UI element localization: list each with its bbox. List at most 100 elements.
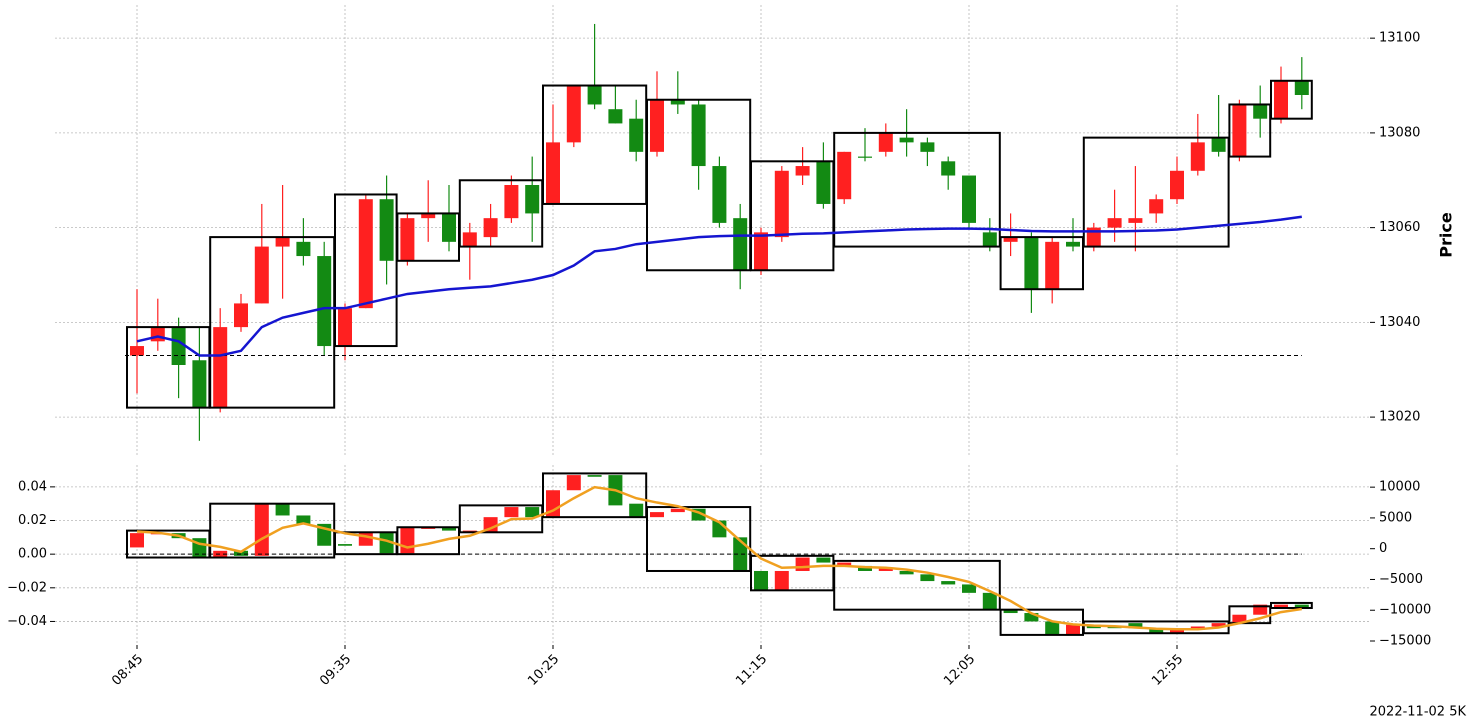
candle-body (587, 475, 602, 477)
candle-body (421, 213, 436, 219)
candle-body (525, 507, 540, 518)
candle-body (566, 475, 581, 491)
candle-body (1170, 170, 1184, 200)
x-tick-label: 09:35 (317, 652, 354, 689)
candle-body (733, 537, 748, 571)
candle-body (816, 557, 831, 563)
indicator-line (136, 485, 1302, 631)
indicator-line (136, 215, 1302, 357)
range-box (458, 504, 544, 534)
candle-body (358, 199, 373, 309)
y2-tick-label: 5000 (1379, 510, 1412, 525)
candle-body (650, 512, 664, 518)
y-tick-label: 13060 (1379, 220, 1420, 235)
candle-body (858, 565, 872, 571)
candle-body (379, 199, 394, 261)
candle-body (400, 527, 415, 554)
candle-body (1045, 621, 1060, 635)
candle-body (1294, 80, 1309, 95)
candle-body (650, 99, 664, 152)
candle-body (1003, 609, 1018, 614)
candle-body (130, 533, 144, 548)
candle-body (296, 515, 311, 524)
candle-body (1274, 80, 1288, 119)
candle-body (1232, 104, 1247, 157)
candle-body (504, 185, 519, 219)
candle-body (1128, 623, 1143, 629)
candle-body (150, 327, 165, 342)
x-tick-label: 12:05 (941, 652, 978, 689)
candle-body (629, 118, 644, 152)
y2-tick-label: 0 (1379, 541, 1387, 556)
range-box (646, 506, 752, 572)
candle-body (899, 137, 914, 143)
candle-body (213, 327, 228, 408)
candle-body (462, 232, 477, 247)
candle-body (837, 562, 852, 566)
y2-tick-label: −15000 (1379, 634, 1431, 649)
range-box (999, 236, 1084, 291)
candle-body (920, 142, 935, 152)
candle-body (275, 237, 290, 247)
y-tick-label: 13100 (1379, 31, 1420, 46)
range-box (1082, 136, 1230, 248)
candle-body (254, 503, 269, 556)
candle-body (691, 104, 706, 167)
candle-body (795, 557, 810, 571)
candle-body (1211, 623, 1226, 627)
candle-body (712, 166, 727, 223)
candle-body (296, 241, 311, 257)
candle-body (504, 507, 519, 518)
candle-body (1149, 199, 1164, 214)
candle-body (338, 308, 352, 347)
candle-body (691, 508, 706, 521)
candle-body (1128, 218, 1143, 223)
range-box (334, 193, 398, 348)
x-tick-label: 10:25 (525, 652, 562, 689)
candle-body (670, 508, 685, 513)
y-tick-label: 13040 (1379, 315, 1420, 330)
candle-body (130, 346, 144, 356)
candle-body (192, 360, 207, 408)
candle-body (1107, 218, 1122, 228)
x-tick-label: 12:55 (1149, 652, 1186, 689)
range-box (1082, 620, 1230, 635)
candle-body (400, 218, 415, 261)
candle-body (754, 232, 768, 271)
candle-body (1211, 137, 1226, 152)
candle-body (1190, 142, 1205, 171)
candle-body (1253, 104, 1268, 119)
candle-body (525, 185, 540, 214)
candle-body (629, 503, 644, 518)
candle-body (670, 99, 685, 105)
y-tick-label: 13020 (1379, 410, 1420, 425)
candle-body (1003, 237, 1018, 242)
range-box (1228, 103, 1272, 158)
candle-body (1149, 628, 1164, 634)
range-box (458, 179, 544, 248)
x-tick-label: 08:45 (109, 652, 146, 689)
range-box (1270, 79, 1313, 120)
candle-body (754, 570, 768, 590)
candle-body (1066, 624, 1080, 635)
candle-body (546, 490, 560, 518)
candle-body (1045, 241, 1060, 290)
y-tick-label: −0.04 (7, 614, 47, 629)
y-tick-label: 0.02 (18, 513, 47, 528)
y2-tick-label: −5000 (1379, 572, 1423, 587)
candle-body (1274, 604, 1288, 608)
candle-body (858, 156, 872, 158)
candle-body (483, 218, 498, 238)
candle-body (920, 574, 935, 582)
candle-body (899, 570, 914, 575)
candle-body (338, 544, 352, 546)
x-tick-label: 11:15 (733, 652, 770, 689)
candle-body (733, 218, 748, 271)
candle-body (442, 213, 456, 242)
y2-tick-label: 10000 (1379, 480, 1420, 495)
candle-body (379, 532, 394, 554)
candle-body (1232, 614, 1247, 624)
candle-body (587, 85, 602, 105)
